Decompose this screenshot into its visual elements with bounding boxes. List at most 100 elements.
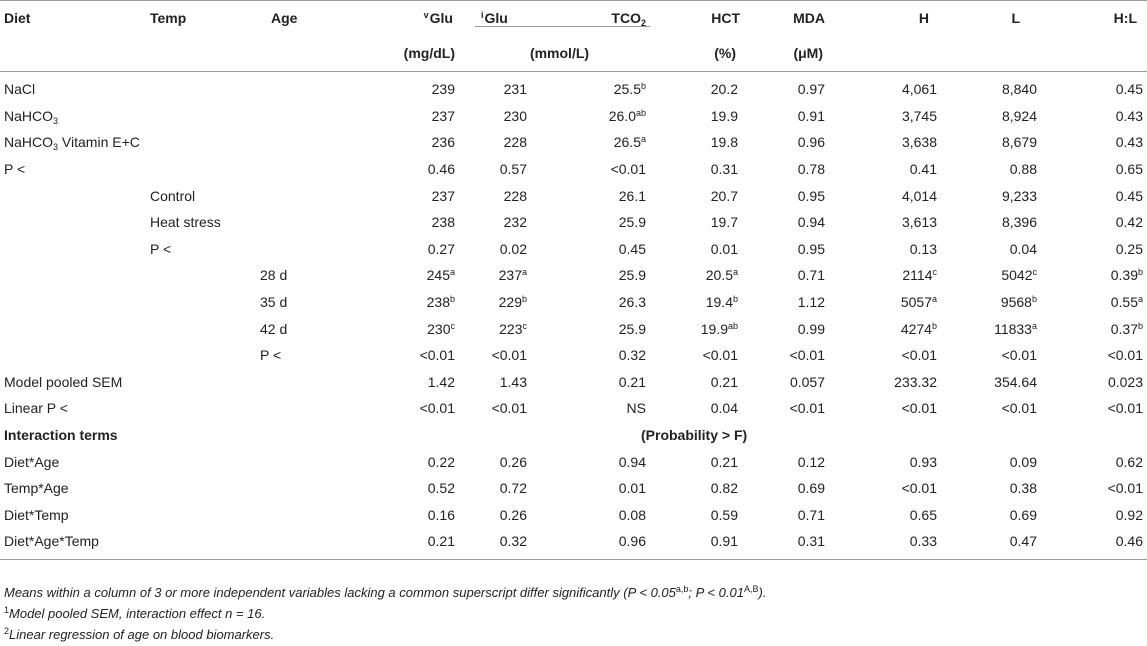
cell-l: 5042c [947, 262, 1055, 289]
cell-h: <0.01 [845, 395, 947, 422]
cell-value: 0.21 [427, 533, 455, 550]
table-row: P < <0.01 <0.01 0.32 <0.01 <0.01 <0.01 <0.01 <0.… [0, 342, 1147, 369]
cell-h: <0.01 [845, 475, 947, 502]
cell-diet: NaHCO3 Vitamin E+C [0, 129, 140, 156]
cell-h: 0.65 [845, 502, 947, 529]
table-row: 28 d 245a 237a 25.9 20.5a 0.71 2114c 5042c 0.39b [0, 262, 1147, 289]
cell-hl: 0.45 [1055, 72, 1147, 103]
cell-temp [130, 315, 256, 342]
cell-value: 20.5 [705, 267, 733, 284]
cell-value: 0.13 [909, 240, 937, 257]
cell-iglu: 237a [469, 262, 555, 289]
cell-value: <0.01 [419, 347, 455, 364]
cell-value: 4274 [900, 320, 932, 337]
cell-vglu: 237 [370, 182, 469, 209]
cell-value: 0.52 [427, 480, 455, 497]
cell-value: 239 [431, 81, 455, 98]
cell-h: 5057a [845, 289, 947, 316]
cell-value: Diet*Age [4, 453, 60, 470]
cell-value: 0.91 [710, 533, 738, 550]
table-row: 42 d 230c 223c 25.9 19.9ab 0.99 4274b 11833a 0.3… [0, 315, 1147, 342]
cell-tco2: 0.96 [555, 528, 650, 560]
cell-h: 4,061 [845, 72, 947, 103]
significance-superscript: a [1137, 294, 1143, 305]
section-probability-label: (Probability > F) [641, 427, 748, 444]
cell-hct: 0.31 [650, 156, 746, 183]
cell-tco2: 0.94 [555, 448, 650, 475]
cell-temp [130, 395, 256, 422]
significance-superscript: a [1031, 320, 1037, 331]
cell-h: 0.93 [845, 448, 947, 475]
cell-iglu: 0.57 [469, 156, 555, 183]
cell-value: 230 [427, 320, 451, 337]
cell-age [256, 528, 370, 560]
cell-hl: <0.01 [1055, 342, 1147, 369]
cell-hl: 0.37b [1055, 315, 1147, 342]
cell-value: 231 [503, 81, 527, 98]
cell-value: 0.32 [618, 347, 646, 364]
cell-age [256, 209, 370, 236]
cell-hct: 0.91 [650, 528, 746, 560]
cell-vglu: 237 [370, 103, 469, 130]
cell-temp [130, 448, 256, 475]
table-row: NaHCO3 237 230 26.0ab 19.9 0.91 3,745 8,924 0.43 [0, 103, 1147, 130]
cell-value: 0.21 [618, 373, 646, 390]
significance-superscript: ab [727, 320, 738, 331]
cell-age [256, 448, 370, 475]
cell-mda: <0.01 [746, 395, 845, 422]
header-row: Diet Temp Age vGlu iGlu TCO2 HCT MDA H L… [0, 0, 1147, 34]
header-temp: Temp [130, 0, 256, 34]
cell-value: 0.45 [1115, 81, 1143, 98]
cell-value: Model pooled SEM [4, 373, 123, 390]
cell-value: <0.01 [419, 400, 455, 417]
cell-value: 11833 [994, 320, 1032, 337]
cell-value: 0.43 [1115, 107, 1143, 124]
cell-value: 5042 [1001, 267, 1033, 284]
cell-iglu: 0.32 [469, 528, 555, 560]
header-h: H [845, 0, 947, 34]
cell-diet [0, 342, 130, 369]
cell-value: 26.1 [618, 187, 646, 204]
cell-hct: 19.9 [650, 103, 746, 130]
cell-value: 0.08 [618, 506, 646, 523]
cell-vglu: 238 [370, 209, 469, 236]
units-row: (mg/dL) (mmol/L) (%) (μM) [0, 26, 1147, 72]
footnote-sem: 1Model pooled SEM, interaction effect n … [4, 603, 766, 624]
significance-superscript: b [931, 320, 937, 331]
table-row: Model pooled SEM 1.42 1.43 0.21 0.21 0.057 233… [0, 369, 1147, 396]
cell-value: 26.0 [608, 107, 636, 124]
cell-vglu: <0.01 [370, 395, 469, 422]
chemical-subscript: 3 [53, 115, 59, 126]
cell-tco2: 0.32 [555, 342, 650, 369]
table-row: Control 237 228 26.1 20.7 0.95 4,014 9,233 0.45 [0, 182, 1147, 209]
cell-value: 0.43 [1115, 134, 1143, 151]
cell-value: 0.38 [1009, 480, 1037, 497]
cell-diet [0, 289, 130, 316]
header-vglu-prefix: v [423, 9, 429, 20]
cell-mda: 0.71 [746, 262, 845, 289]
cell-mda: 0.057 [746, 369, 845, 396]
cell-value: 1.12 [797, 294, 825, 311]
cell-diet: Diet*Temp [0, 502, 130, 529]
cell-value: Diet*Temp [4, 506, 69, 523]
cell-value: 25.9 [618, 214, 646, 231]
cell-vglu: 230c [370, 315, 469, 342]
cell-value: 245 [426, 267, 450, 284]
cell-h: 0.33 [845, 528, 947, 560]
cell-age [256, 72, 370, 103]
cell-value: 0.96 [797, 134, 825, 151]
cell-hct: 19.8 [650, 129, 746, 156]
cell-diet: Linear P < [0, 395, 130, 422]
cell-iglu: 0.26 [469, 448, 555, 475]
cell-iglu: 0.72 [469, 475, 555, 502]
cell-value: 223 [499, 320, 523, 337]
cell-value: 0.31 [797, 533, 825, 550]
cell-hl: 0.43 [1055, 129, 1147, 156]
cell-tco2: 25.9 [555, 209, 650, 236]
cell-value: <0.01 [1001, 400, 1037, 417]
cell-hct: 19.9ab [650, 315, 746, 342]
cell-value: 0.78 [797, 161, 825, 178]
cell-temp [130, 262, 256, 289]
cell-value: 0.57 [499, 161, 527, 178]
cell-l: 0.47 [947, 528, 1055, 560]
